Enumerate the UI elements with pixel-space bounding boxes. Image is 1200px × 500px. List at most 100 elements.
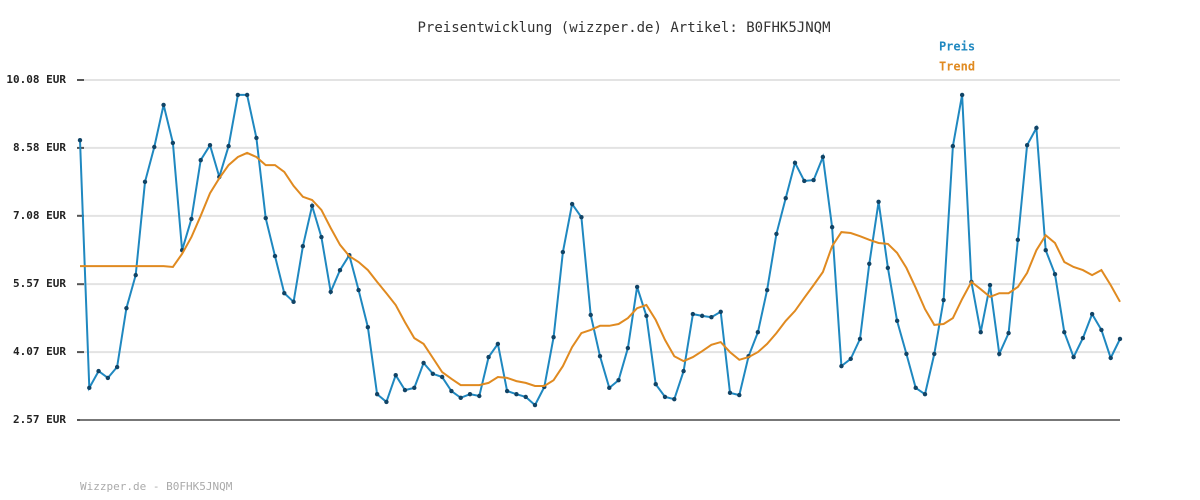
point — [495, 341, 501, 347]
point — [1043, 248, 1048, 253]
point — [867, 261, 872, 267]
point — [607, 385, 612, 391]
point — [811, 177, 816, 183]
point — [458, 395, 463, 401]
chart-title: Preisentwicklung (wizzper.de) Artikel: B… — [417, 20, 830, 36]
point — [477, 393, 482, 399]
point — [681, 368, 686, 374]
y-tick-label: 8.58 EUR — [13, 141, 66, 154]
point — [625, 345, 631, 351]
point — [300, 243, 306, 249]
point — [792, 160, 798, 166]
point — [152, 144, 157, 150]
point — [839, 363, 844, 369]
point — [885, 265, 891, 271]
point — [783, 195, 788, 201]
point — [690, 311, 696, 317]
point — [569, 201, 575, 207]
point — [96, 368, 101, 374]
y-tick-label: 7.08 EUR — [13, 209, 66, 222]
point — [560, 249, 566, 255]
point — [189, 216, 194, 222]
point — [727, 390, 733, 396]
point — [161, 102, 166, 108]
point — [77, 138, 83, 143]
point — [950, 143, 956, 149]
line-trend — [80, 151, 1121, 387]
point — [718, 309, 723, 314]
point — [1024, 142, 1030, 148]
point — [486, 354, 491, 360]
point — [402, 387, 408, 393]
point — [941, 297, 946, 303]
point — [1062, 329, 1067, 335]
point — [737, 392, 742, 398]
point — [282, 291, 287, 296]
point — [272, 253, 278, 259]
point — [764, 287, 770, 293]
point — [588, 312, 593, 318]
point — [978, 329, 983, 335]
point — [170, 140, 176, 146]
legend-entry: Preis — [939, 40, 975, 54]
point — [207, 142, 213, 148]
point — [774, 231, 779, 237]
point — [421, 360, 426, 366]
point — [616, 377, 621, 383]
point — [87, 385, 92, 391]
point — [1099, 327, 1104, 333]
point — [514, 391, 519, 397]
point — [894, 318, 900, 324]
point — [802, 178, 807, 184]
point — [439, 374, 445, 380]
point — [579, 214, 584, 220]
point — [904, 351, 909, 357]
point — [114, 364, 120, 370]
point — [551, 334, 556, 340]
point — [922, 391, 928, 397]
point — [755, 329, 761, 335]
point — [653, 382, 658, 387]
point — [1052, 272, 1058, 277]
point — [198, 157, 203, 163]
point — [384, 399, 389, 405]
point — [709, 315, 714, 320]
y-tick-label: 2.57 EUR — [13, 413, 66, 426]
point — [1071, 354, 1076, 360]
point — [987, 282, 993, 288]
point — [857, 336, 863, 342]
point — [449, 388, 454, 394]
point — [319, 234, 324, 240]
point — [226, 143, 231, 149]
point — [254, 135, 259, 141]
point — [309, 203, 315, 209]
point — [244, 92, 250, 98]
point — [328, 289, 333, 295]
point — [1108, 355, 1113, 361]
point — [1080, 335, 1086, 341]
point — [848, 356, 853, 362]
point — [699, 313, 705, 319]
point — [291, 299, 296, 305]
point — [876, 199, 881, 204]
point — [959, 92, 965, 98]
point — [1089, 311, 1095, 317]
point — [393, 372, 398, 378]
point — [412, 385, 417, 391]
point — [523, 394, 528, 400]
point — [672, 396, 677, 402]
point — [597, 353, 603, 359]
point — [374, 391, 380, 397]
point — [124, 305, 129, 311]
legend-entry: Trend — [939, 60, 975, 74]
point — [932, 351, 937, 357]
point — [1006, 330, 1011, 336]
point — [1034, 125, 1039, 131]
point — [356, 287, 361, 293]
point — [662, 394, 668, 400]
point — [430, 371, 436, 377]
point — [532, 402, 538, 408]
point — [142, 179, 148, 185]
point — [133, 272, 138, 278]
